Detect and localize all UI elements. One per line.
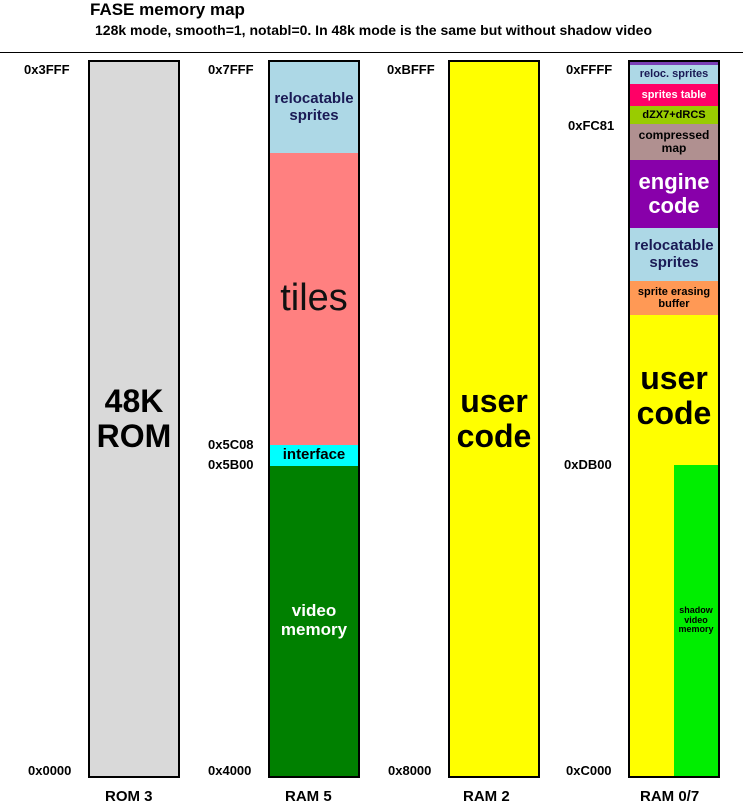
ram5-address-5b00: 0x5B00	[208, 457, 254, 472]
ram07-bottom-address: 0xC000	[566, 763, 612, 778]
ram5-top-address: 0x7FFF	[208, 62, 254, 77]
ram07-label: RAM 0/7	[640, 788, 700, 805]
ram5-tiles-block: tiles	[270, 153, 358, 445]
ram07-reloc-sprites-block: reloc. sprites	[630, 65, 718, 84]
ram07-sprite-erasing-buffer-block: sprite erasing buffer	[630, 281, 718, 315]
ram07-compressed-map-block: compressed map	[630, 124, 718, 160]
ram5-bank: relocatable sprites tiles interface vide…	[268, 60, 360, 778]
ram2-label: RAM 2	[463, 788, 510, 805]
ram07-relocatable-sprites-block: relocatable sprites	[630, 228, 718, 281]
ram07-engine-code-block: engine code	[630, 160, 718, 228]
ram2-user-code-block: user code	[450, 62, 538, 776]
ram07-sprites-table-block: sprites table	[630, 84, 718, 106]
ram5-label: RAM 5	[285, 788, 332, 805]
ram07-user-code-label: user code	[636, 359, 712, 431]
ram2-top-address: 0xBFFF	[387, 62, 435, 77]
ram07-bank: reloc. sprites sprites table dZX7+dRCS c…	[628, 60, 720, 778]
ram5-interface-block: interface	[270, 445, 358, 466]
ram5-address-5c08: 0x5C08	[208, 437, 254, 452]
ram2-bank: user code	[448, 60, 540, 778]
ram07-address-db00: 0xDB00	[564, 457, 612, 472]
ram07-address-fc81: 0xFC81	[568, 118, 615, 133]
diagram-title: FASE memory map	[90, 0, 245, 19]
ram5-video-memory-block: video memory	[270, 466, 358, 776]
ram5-bottom-address: 0x4000	[208, 763, 252, 778]
ram07-top-address: 0xFFFF	[566, 62, 613, 77]
rom3-bank: 48K ROM	[88, 60, 180, 778]
title-divider	[0, 52, 743, 53]
ram07-top-strip	[630, 62, 718, 65]
rom3-top-address: 0x3FFF	[24, 62, 70, 77]
rom3-bottom-address: 0x0000	[28, 763, 72, 778]
ram5-relocatable-sprites-block: relocatable sprites	[270, 62, 358, 153]
rom3-label: ROM 3	[105, 788, 153, 805]
rom3-48k-rom-block: 48K ROM	[90, 62, 178, 776]
ram07-shadow-video-memory-block: shadow video memory	[674, 465, 718, 776]
ram07-dzx7-drcs-block: dZX7+dRCS	[630, 106, 718, 124]
diagram-subtitle: 128k mode, smooth=1, notabl=0. In 48k mo…	[95, 22, 653, 38]
ram2-bottom-address: 0x8000	[388, 763, 432, 778]
